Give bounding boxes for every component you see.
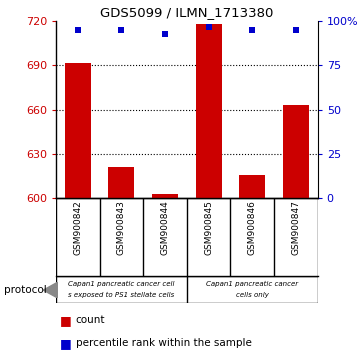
Text: GSM900846: GSM900846: [248, 201, 257, 256]
Text: percentile rank within the sample: percentile rank within the sample: [76, 338, 252, 348]
Text: ■: ■: [60, 314, 71, 327]
Text: GSM900843: GSM900843: [117, 201, 126, 256]
Text: GSM900842: GSM900842: [73, 201, 82, 255]
Point: [162, 31, 168, 36]
Text: GSM900844: GSM900844: [161, 201, 170, 255]
Polygon shape: [43, 282, 58, 298]
Text: GSM900847: GSM900847: [291, 201, 300, 256]
Bar: [196, 24, 222, 198]
Bar: [239, 175, 265, 198]
Title: GDS5099 / ILMN_1713380: GDS5099 / ILMN_1713380: [100, 6, 274, 19]
Point: [118, 27, 124, 33]
Text: s exposed to PS1 stellate cells: s exposed to PS1 stellate cells: [68, 292, 174, 298]
Text: Capan1 pancreatic cancer cell: Capan1 pancreatic cancer cell: [68, 280, 175, 287]
Text: protocol: protocol: [4, 285, 46, 295]
Bar: [108, 167, 135, 198]
Point: [206, 24, 212, 29]
Point: [249, 27, 255, 33]
Text: ■: ■: [60, 337, 71, 350]
Bar: [152, 194, 178, 198]
Bar: [65, 63, 91, 198]
Text: GSM900845: GSM900845: [204, 201, 213, 256]
Point: [293, 27, 299, 33]
Point: [75, 27, 81, 33]
Text: cells only: cells only: [236, 292, 269, 298]
Text: count: count: [76, 315, 105, 325]
Bar: [283, 105, 309, 198]
Text: Capan1 pancreatic cancer: Capan1 pancreatic cancer: [206, 280, 298, 287]
